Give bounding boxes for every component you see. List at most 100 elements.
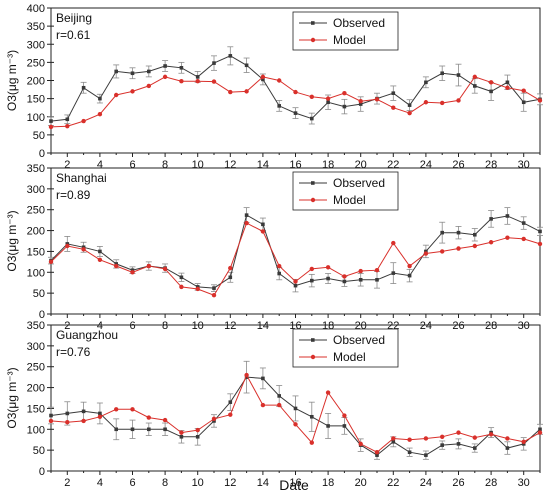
model-point (325, 265, 331, 270)
x-tick-label: 2 (64, 320, 70, 332)
model-point (97, 414, 103, 419)
model-point (81, 418, 86, 424)
model-point (456, 430, 461, 435)
y-tick-label: 200 (27, 226, 45, 238)
legend-label: Observed (333, 333, 385, 347)
observed-point (358, 102, 363, 106)
observed-point (98, 96, 102, 101)
model-point (146, 263, 151, 269)
model-point (325, 390, 331, 395)
model-point (244, 372, 249, 378)
observed-point (391, 440, 396, 444)
y-tick-label: 250 (27, 362, 45, 374)
model-point (407, 263, 412, 269)
model-point (391, 240, 396, 246)
model-series (48, 74, 543, 130)
model-point (488, 80, 494, 85)
model-point (228, 265, 233, 271)
model-point (179, 79, 184, 84)
model-point (374, 268, 380, 273)
y-tick-label: 100 (27, 112, 45, 124)
model-point (423, 251, 429, 256)
model-point (440, 100, 445, 106)
observed-series (48, 46, 543, 126)
model-point (228, 412, 233, 417)
observed-point (293, 283, 298, 288)
observed-point (375, 277, 379, 282)
y-tick-label: 100 (27, 424, 45, 436)
model-point (146, 415, 151, 420)
model-point (456, 98, 461, 103)
observed-point (505, 80, 510, 85)
x-tick-label: 20 (355, 159, 367, 171)
legend-label: Model (333, 193, 366, 207)
model-point (537, 241, 543, 247)
observed-series (48, 207, 543, 293)
observed-line (50, 214, 541, 289)
observed-point (98, 249, 102, 254)
observed-point (473, 232, 477, 237)
observed-point (407, 103, 412, 107)
observed-point (49, 413, 53, 418)
x-tick-label: 14 (257, 320, 269, 332)
observed-point (228, 275, 233, 280)
model-point (358, 98, 363, 104)
model-point (130, 89, 135, 94)
model-point (244, 89, 249, 94)
observed-point (473, 446, 477, 450)
observed-point (456, 442, 461, 446)
model-point (244, 220, 249, 226)
model-point (472, 243, 477, 249)
model-point (211, 293, 217, 298)
observed-point (277, 394, 281, 398)
y-axis-title: O3(μg m⁻³) (5, 210, 19, 271)
observed-point (293, 406, 298, 411)
model-point (65, 243, 70, 249)
observed-point (440, 71, 444, 76)
model-point (505, 85, 510, 90)
legend: Observed Model (292, 328, 399, 368)
model-point (277, 78, 282, 83)
observed-point (244, 63, 249, 68)
x-tick-label: 24 (420, 477, 432, 489)
x-tick-label: 12 (224, 477, 236, 489)
observed-point (261, 376, 265, 381)
x-tick-label: 28 (485, 159, 497, 171)
model-point (537, 98, 543, 103)
legend: Observed Model (292, 171, 399, 211)
y-tick-label: 300 (27, 39, 45, 51)
model-point (65, 123, 70, 129)
observed-point (538, 427, 542, 432)
x-tick-label: 8 (162, 159, 168, 171)
observed-point (310, 414, 314, 419)
model-point (195, 427, 200, 433)
model-point (81, 247, 86, 252)
observed-point (195, 434, 200, 439)
observed-point (440, 230, 444, 235)
observed-point (326, 424, 330, 428)
model-point (146, 83, 151, 89)
observed-point (228, 400, 233, 404)
legend-observed-marker (311, 338, 315, 342)
observed-point (114, 69, 118, 74)
observed-point (212, 286, 216, 290)
model-point (358, 268, 363, 274)
model-point (309, 440, 314, 445)
model-point (505, 235, 510, 240)
model-point (228, 89, 233, 95)
model-point (293, 422, 298, 427)
x-tick-label: 28 (485, 477, 497, 489)
model-point (130, 407, 135, 412)
observed-point (228, 54, 233, 58)
x-tick-label: 4 (97, 159, 103, 171)
x-tick-label: 26 (452, 320, 464, 332)
observed-point (456, 230, 461, 235)
y-tick-label: 150 (27, 403, 45, 415)
model-point (309, 266, 314, 272)
observed-point (163, 427, 167, 432)
x-tick-label: 26 (452, 477, 464, 489)
city-label: Beijing (56, 11, 92, 25)
x-tick-label: 22 (387, 159, 399, 171)
